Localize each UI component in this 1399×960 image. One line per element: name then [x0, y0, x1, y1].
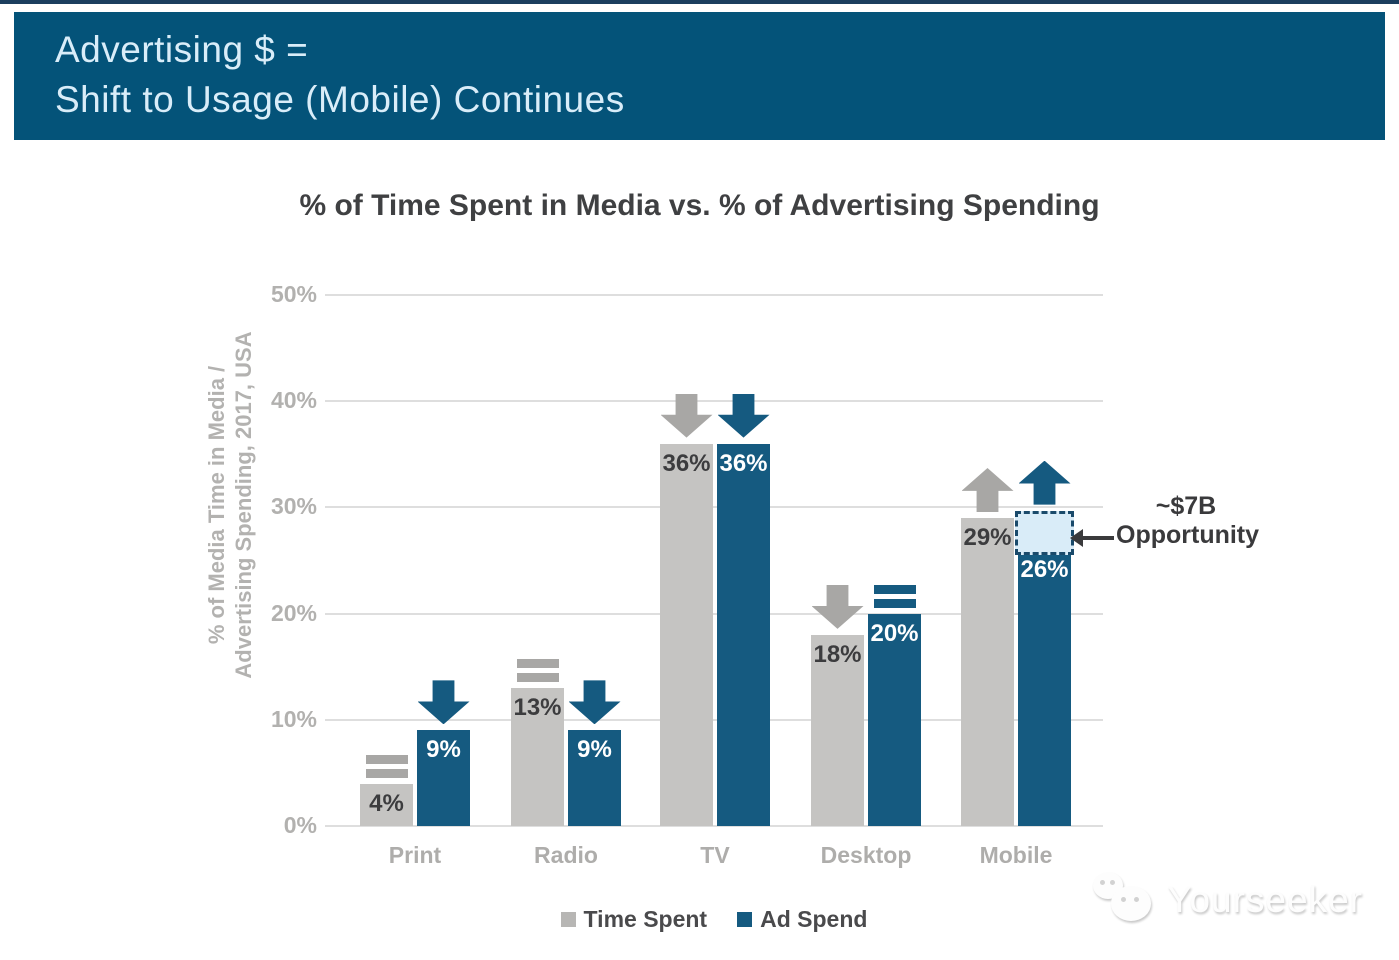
x-axis-label-desktop: Desktop	[820, 842, 912, 868]
bar-desktop-ad-spend: 20%	[868, 613, 921, 826]
bar-mobile-time-spent: 29%	[961, 518, 1014, 826]
gridline-20%	[325, 612, 1103, 615]
gridline-10%	[325, 718, 1103, 721]
equal-sign-marker-icon	[516, 672, 559, 682]
bar-value-label: 13%	[513, 693, 562, 721]
y-tick-label-40%: 40%	[270, 387, 317, 414]
bar-radio-ad-spend: 9%	[568, 730, 621, 826]
gridline-40%	[325, 400, 1103, 403]
slide-header-banner: Advertising $ = Shift to Usage (Mobile) …	[14, 12, 1385, 140]
chart-legend: Time Spent Ad Spend	[325, 906, 1103, 933]
opportunity-annotation: ~$7B Opportunity	[1116, 492, 1260, 550]
legend-item-ad-spend: Ad Spend	[737, 906, 867, 933]
down-arrow-marker-icon	[568, 680, 621, 725]
legend-label-time-spent: Time Spent	[583, 906, 708, 932]
annotation-line1: ~$7B	[1155, 492, 1217, 520]
gridline-30%	[325, 506, 1103, 509]
y-tick-label-30%: 30%	[270, 493, 317, 520]
bar-value-label: 29%	[963, 524, 1012, 552]
bar-value-label: 20%	[870, 619, 919, 647]
chat-bubble-small	[1093, 872, 1124, 899]
bar-tv-time-spent: 36%	[660, 443, 713, 826]
chat-bubbles-logo-icon	[1093, 872, 1157, 928]
legend-swatch-time-spent	[560, 912, 576, 927]
down-arrow-marker-icon	[417, 680, 470, 725]
bar-value-label: 4%	[369, 789, 404, 817]
banner-title-line2: Shift to Usage (Mobile) Continues	[55, 79, 625, 120]
gridline-50%	[325, 294, 1103, 296]
y-tick-label-50%: 50%	[270, 281, 317, 307]
equal-sign-marker-icon	[873, 584, 916, 594]
annotation-arrow-line	[1082, 536, 1114, 540]
chat-bubble-large	[1111, 886, 1152, 921]
equal-sign-marker-icon	[365, 768, 408, 778]
x-axis-label-print: Print	[388, 842, 442, 868]
down-arrow-marker-icon	[811, 584, 864, 629]
banner-title-line1: Advertising $ =	[55, 29, 309, 70]
equal-sign-marker-icon	[365, 754, 408, 764]
y-axis-title-line1: % of Media Time in Media /	[204, 365, 229, 645]
bar-desktop-time-spent: 18%	[811, 634, 864, 826]
chart-title: % of Time Spent in Media vs. % of Advert…	[299, 189, 1100, 222]
watermark-text: Yourseeker	[1167, 879, 1363, 920]
gridline-0%	[325, 825, 1103, 827]
bar-value-label: 9%	[426, 736, 461, 764]
yourseeker-watermark: Yourseeker	[1093, 872, 1363, 928]
up-arrow-marker-icon	[1018, 460, 1071, 505]
legend-label-ad-spend: Ad Spend	[760, 906, 868, 932]
bar-value-label: 36%	[662, 449, 711, 477]
y-tick-label-10%: 10%	[270, 705, 317, 732]
annotation-line2: Opportunity	[1116, 521, 1260, 549]
legend-swatch-ad-spend	[737, 912, 753, 927]
x-axis-label-radio: Radio	[534, 842, 598, 868]
y-tick-label-0%: 0%	[283, 812, 317, 838]
annotation-arrow-head-icon	[1070, 529, 1083, 547]
bar-value-label: 9%	[577, 736, 612, 764]
top-accent-line	[0, 0, 1399, 4]
bar-value-label: 18%	[813, 640, 862, 668]
bar-value-label: 36%	[719, 449, 768, 477]
bar-print-ad-spend: 9%	[417, 730, 470, 826]
y-tick-label-20%: 20%	[270, 599, 317, 626]
legend-item-time-spent: Time Spent	[560, 906, 708, 933]
bar-value-label: 26%	[1020, 555, 1069, 583]
bar-mobile-ad-spend: 26%	[1018, 549, 1071, 826]
x-axis-label-mobile: Mobile	[979, 842, 1053, 868]
equal-sign-marker-icon	[516, 658, 559, 668]
bar-print-time-spent: 4%	[360, 783, 413, 826]
bar-tv-ad-spend: 36%	[717, 443, 770, 826]
opportunity-gap-box	[1015, 510, 1074, 555]
x-axis-label-tv: TV	[700, 842, 730, 868]
equal-sign-marker-icon	[873, 598, 916, 608]
bar-radio-time-spent: 13%	[511, 687, 564, 826]
